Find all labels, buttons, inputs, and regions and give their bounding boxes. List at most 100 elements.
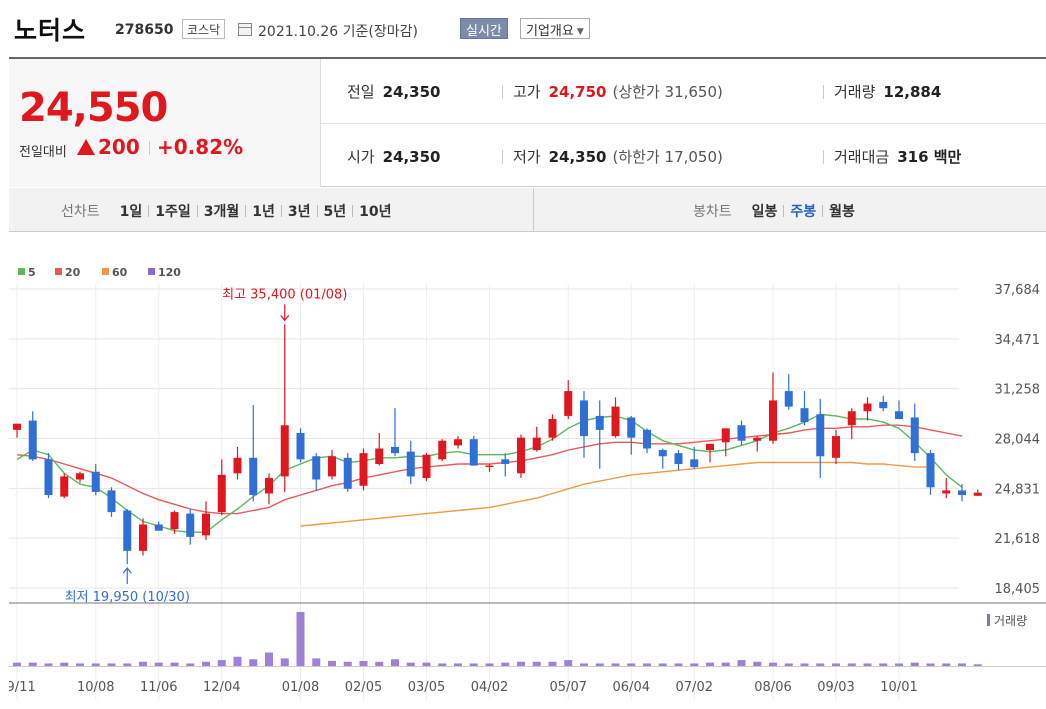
- upper-limit: (상한가 31,650): [612, 83, 723, 101]
- divider: [823, 85, 824, 99]
- open-label: 시가: [347, 148, 375, 166]
- stock-chart: 5 20 60 120 37,684 34,471 31,258 28,044 24,831 21…: [0, 236, 1046, 705]
- line-tab-1[interactable]: 1주일: [155, 204, 191, 220]
- volume-bar: [910, 662, 919, 666]
- volume-bar: [454, 663, 462, 666]
- line-chart-label: 선차트: [61, 204, 100, 220]
- candle-body: [296, 432, 305, 460]
- candle-body: [690, 459, 699, 468]
- volume-bar: [847, 663, 856, 666]
- x-tick-label: 07/02: [676, 680, 713, 695]
- volume-bar: [611, 663, 620, 666]
- volume-bar: [438, 663, 447, 666]
- change-percent: +0.82%: [157, 135, 244, 159]
- y-tick-label: 28,044: [995, 433, 1041, 448]
- company-overview-dropdown[interactable]: 기업개요 ▼: [520, 18, 590, 39]
- candle-body: [76, 473, 84, 480]
- candle-body: [958, 490, 966, 496]
- volume-bar: [60, 662, 69, 666]
- candle-body: [769, 400, 777, 441]
- line-tab-6[interactable]: 10년: [359, 204, 392, 220]
- legend-swatch-5: [18, 268, 25, 275]
- prev-close-label: 전일: [347, 83, 375, 101]
- line-tab-3[interactable]: 1년: [252, 204, 275, 220]
- candle-body: [60, 476, 69, 497]
- calendar-icon: [238, 23, 252, 36]
- volume-bar: [375, 661, 384, 666]
- candle-body: [721, 428, 730, 443]
- candle-body: [485, 465, 494, 468]
- x-tick-label: 10/08: [77, 680, 114, 695]
- volume-bar: [249, 659, 258, 666]
- candle-body: [910, 417, 919, 454]
- volume-bar: [769, 662, 777, 666]
- candle-tab-1[interactable]: 주봉: [790, 204, 817, 220]
- volume-bar: [895, 663, 903, 666]
- candle-body: [422, 454, 431, 478]
- volume-bar: [44, 663, 53, 666]
- volume-label: 거래량: [834, 83, 876, 101]
- volume-bar: [973, 664, 982, 666]
- volume-bar: [658, 663, 667, 666]
- candle-body: [879, 401, 888, 409]
- volume-bar: [328, 660, 336, 666]
- volume-bar: [863, 663, 872, 666]
- candle-chart-items: 일봉 주봉 월봉: [746, 204, 861, 220]
- volume-bar: [359, 660, 368, 666]
- candle-body: [517, 437, 525, 474]
- candle-body: [265, 477, 273, 494]
- y-tick-label: 18,405: [995, 582, 1041, 597]
- legend-label-5: 5: [28, 266, 36, 279]
- candle-body: [674, 453, 683, 465]
- volume-bar: [170, 662, 179, 666]
- legend-swatch-120: [148, 268, 155, 275]
- line-chart-items: 1일 1주일 3개월 1년 3년 5년 10년: [114, 204, 398, 220]
- divider: [823, 150, 824, 164]
- volume-bar: [548, 661, 557, 666]
- realtime-button[interactable]: 실시간: [460, 18, 508, 39]
- volume-bar: [532, 661, 541, 666]
- max-arrow-head: [280, 315, 290, 322]
- candle-body: [532, 437, 541, 451]
- candle-body: [832, 436, 840, 458]
- candle-body: [438, 440, 447, 460]
- candle-tab-2[interactable]: 월봉: [829, 204, 855, 220]
- divider: [280, 205, 282, 217]
- candle-tab-0[interactable]: 일봉: [751, 204, 778, 220]
- volume-bar: [154, 662, 163, 666]
- price-summary: 24,550 전일대비 200 +0.82% 전일 24,350 고가 24,750…: [9, 57, 1046, 187]
- volume-legend-label: 거래량: [994, 614, 1027, 628]
- min-arrow-head: [122, 567, 132, 574]
- volume-legend-swatch: [987, 614, 990, 626]
- line-tab-0[interactable]: 1일: [119, 204, 143, 220]
- divider: [245, 205, 247, 217]
- volume-bar: [643, 663, 651, 666]
- candle-body: [580, 400, 588, 437]
- candle-body: [501, 459, 510, 465]
- volume-bar: [91, 663, 100, 666]
- candle-body: [737, 425, 746, 441]
- candle-body: [784, 391, 793, 407]
- low-label: 저가: [513, 148, 541, 166]
- volume-stat: 거래량 12,884: [823, 81, 941, 102]
- ma60-line: [300, 461, 931, 527]
- candle-chart-tabs: 봉차트 일봉 주봉 월봉: [693, 201, 861, 221]
- volume-bar: [107, 663, 116, 666]
- candle-body: [154, 524, 163, 531]
- line-tab-5[interactable]: 5년: [323, 204, 347, 220]
- volume-bar: [564, 660, 573, 666]
- candle-body: [91, 471, 100, 492]
- legend-swatch-20: [55, 268, 62, 275]
- prev-close-value: 24,350: [382, 83, 441, 101]
- line-tab-2[interactable]: 3개월: [203, 204, 240, 220]
- x-tick-label: 08/06: [754, 680, 791, 695]
- x-tick-label: 01/08: [282, 680, 319, 695]
- prev-close: 전일 24,350: [347, 81, 441, 102]
- line-tab-4[interactable]: 3년: [287, 204, 311, 220]
- candle-body: [847, 411, 856, 426]
- volume-bar: [674, 663, 683, 666]
- base-date: 2021.10.26 기준(장마감): [258, 24, 418, 40]
- volume-bar: [422, 662, 431, 666]
- market-badge: 코스닥: [182, 19, 226, 39]
- divider: [196, 205, 198, 217]
